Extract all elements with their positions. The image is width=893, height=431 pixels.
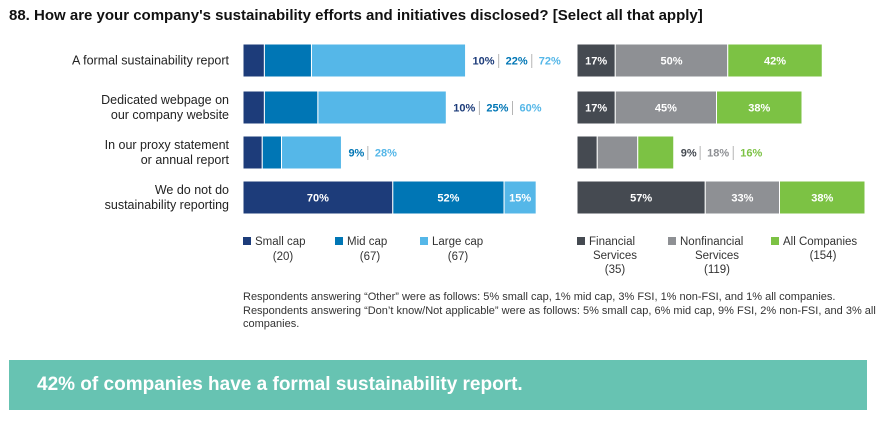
bar-segment [779,180,866,215]
bar-value-label: 15% [509,193,531,205]
legend-count: (119) [704,264,730,276]
category-label: our company website [111,108,229,122]
category-label: We do not do [155,183,229,197]
bar-segment [317,90,447,125]
legend-swatch [420,237,428,245]
bar-segment [704,180,780,215]
bar-segment [576,90,616,125]
legend-label: Mid cap [347,236,387,248]
category-label: or annual report [141,153,230,167]
stacked-bar-charts: A formal sustainability report Dedicated … [72,43,866,276]
legend-label: Nonfinancial [680,236,743,248]
bar-value-label: 33% [731,193,753,205]
bar-value-label: 28% [375,148,397,160]
bar-value-label: 17% [585,56,607,68]
bar-value-label: 60% [520,103,542,115]
bar-segment [392,180,505,215]
bar-value-label: 22% [506,56,528,68]
legend-count: (67) [360,251,381,263]
bar-segment [727,43,823,78]
bar-value-label: 9% [348,148,364,160]
bar-value-label: 45% [655,103,677,115]
bar-value-label: 10% [473,56,495,68]
bar-segment [576,180,706,215]
legend-swatch [335,237,343,245]
chart-title: 88. How are your company's sustainabilit… [9,7,703,24]
bar-segment [242,90,265,125]
legend-swatch [668,237,676,245]
legend-label: All Companies [783,236,857,248]
bar-segment [614,43,729,78]
bar-segment [596,135,639,170]
bar-value-label: 16% [740,148,762,160]
legend-count: (67) [448,251,469,263]
legend-swatch [771,237,779,245]
bar-value-label: 18% [707,148,729,160]
bar-value-label: 38% [748,103,770,115]
bar-segment [263,43,312,78]
bar-value-label: 70% [307,193,329,205]
bar-value-label: 10% [453,103,475,115]
bar-segment [261,135,283,170]
bar-segment [614,90,717,125]
category-label: Dedicated webpage on [101,93,229,107]
bar-segment [281,135,342,170]
category-label: A formal sustainability report [72,54,230,68]
legend-label: Large cap [432,236,483,248]
legend-label: Services [593,250,637,262]
key-finding-banner: 42% of companies have a formal sustainab… [9,360,867,410]
bar-segment [503,180,537,215]
bar-value-label: 52% [437,193,459,205]
bar-value-label: 9% [681,148,697,160]
bar-value-label: 25% [486,103,508,115]
category-label: In our proxy statement [105,138,230,152]
bar-segment [242,135,263,170]
bar-segment [637,135,675,170]
bar-segment [716,90,803,125]
bar-value-label: 57% [630,193,652,205]
category-label: sustainability reporting [105,198,229,212]
bar-value-label: 50% [660,56,682,68]
legend-swatch [577,237,585,245]
footnote: Respondents answering “Other” were as fo… [243,291,876,330]
bar-segment [242,43,265,78]
bar-segment [310,43,467,78]
legend-count: (154) [810,250,837,262]
legend-count: (35) [605,264,626,276]
legend-swatch [243,237,251,245]
bar-value-label: 72% [539,56,561,68]
bar-segment [576,135,598,170]
legend-label: Small cap [255,236,306,248]
bar-value-label: 38% [811,193,833,205]
legend-count: (20) [273,251,294,263]
legend-label: Services [695,250,739,262]
bar-value-label: 17% [585,103,607,115]
bar-value-label: 42% [764,56,786,68]
legend-label: Financial [589,236,635,248]
bar-segment [263,90,319,125]
